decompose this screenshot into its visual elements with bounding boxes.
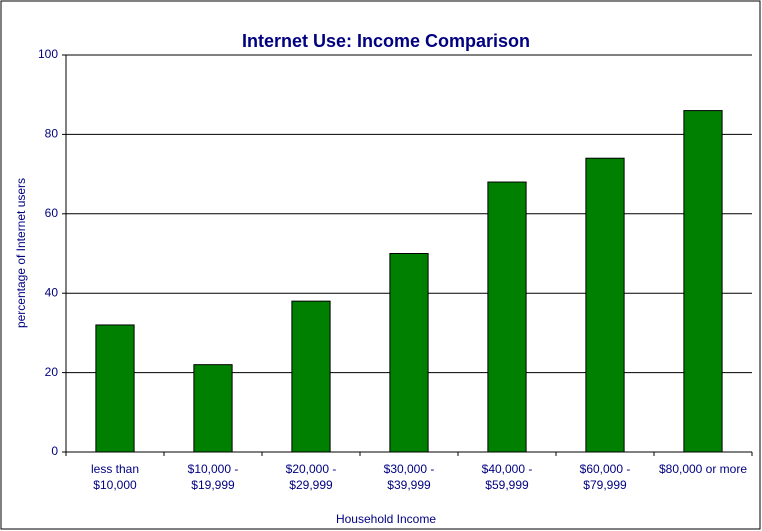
bar: [291, 300, 331, 453]
x-tick-label: $60,000 -: [580, 462, 631, 476]
x-tick-label: $40,000 -: [482, 462, 533, 476]
x-tick-label: $10,000: [93, 478, 137, 492]
y-tick-label: 20: [45, 365, 59, 379]
x-tick-label: $79,999: [583, 478, 627, 492]
y-tick-label: 80: [45, 127, 59, 141]
x-axis-title: Household Income: [336, 512, 436, 526]
bar: [193, 364, 233, 453]
x-tick-label: less than: [91, 462, 139, 476]
x-tick-label: $59,999: [485, 478, 529, 492]
y-tick-label: 100: [38, 47, 58, 61]
x-tick-label: $80,000 or more: [659, 462, 747, 476]
x-tick-label: $30,000 -: [384, 462, 435, 476]
bar: [585, 157, 625, 453]
y-tick-label: 0: [51, 444, 58, 458]
y-tick-label: 40: [45, 285, 59, 299]
x-tick-label: $19,999: [191, 478, 235, 492]
y-tick-label: 60: [45, 206, 59, 220]
x-tick-label: $10,000 -: [188, 462, 239, 476]
bar: [683, 110, 723, 453]
y-axis-title: percentage of Internet users: [14, 178, 28, 328]
bar: [389, 253, 429, 453]
x-tick-label: $39,999: [387, 478, 431, 492]
x-tick-label: $29,999: [289, 478, 333, 492]
bar: [95, 324, 135, 453]
bar: [487, 181, 527, 453]
x-tick-label: $20,000 -: [286, 462, 337, 476]
chart-title: Internet Use: Income Comparison: [242, 31, 530, 51]
